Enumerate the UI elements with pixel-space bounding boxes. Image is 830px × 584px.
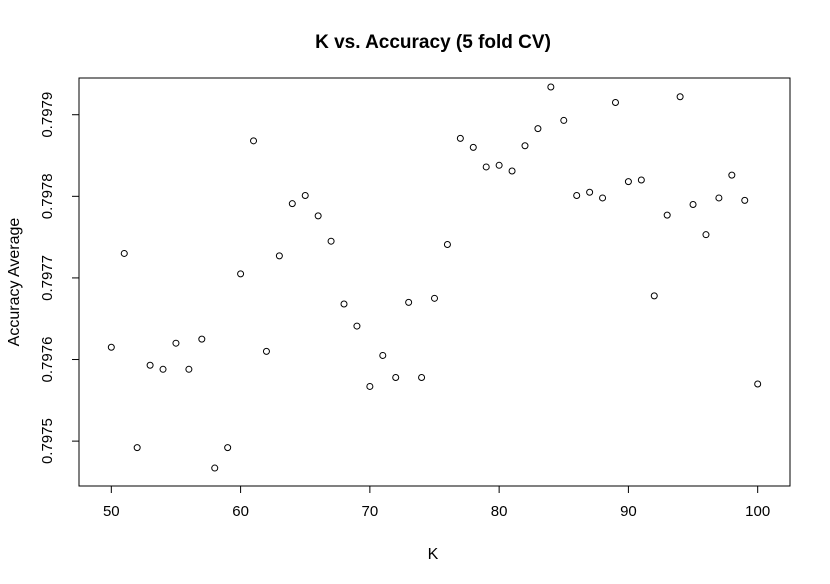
y-tick-label: 0.7976 [39, 337, 56, 383]
data-point [353, 322, 361, 330]
x-axis-label: K [428, 546, 439, 563]
data-point [443, 240, 451, 248]
data-point [237, 270, 245, 278]
data-point [508, 167, 516, 175]
data-point [340, 300, 348, 308]
data-point [224, 444, 232, 452]
y-tick-label: 0.7978 [39, 173, 56, 219]
data-point [637, 176, 645, 184]
y-tick-label: 0.7979 [39, 92, 56, 138]
data-point [728, 171, 736, 179]
x-tick-label: 90 [620, 503, 637, 520]
y-tick-label: 0.7975 [39, 418, 56, 464]
x-tick-label: 70 [362, 503, 379, 520]
x-tick-label: 50 [103, 503, 120, 520]
data-point [262, 347, 270, 355]
data-point [599, 194, 607, 202]
data-point [379, 351, 387, 359]
data-point [650, 292, 658, 300]
data-point [456, 134, 464, 142]
x-tick-label: 80 [491, 503, 508, 520]
data-point [754, 380, 762, 388]
data-point [301, 192, 309, 200]
data-point [250, 137, 258, 145]
data-point [611, 98, 619, 106]
data-point [624, 178, 632, 186]
data-points [107, 83, 762, 472]
data-point [211, 464, 219, 472]
data-point [172, 339, 180, 347]
x-axis: 50 60 70 80 90 100 [103, 486, 770, 520]
data-point [521, 142, 529, 150]
data-point [288, 200, 296, 208]
data-point [159, 365, 167, 373]
data-point [107, 343, 115, 351]
data-point [741, 196, 749, 204]
data-point [689, 200, 697, 208]
data-point [534, 125, 542, 133]
data-point [133, 444, 141, 452]
data-point [547, 83, 555, 91]
y-axis: 0.7975 0.7976 0.7977 0.7978 0.7979 [39, 92, 79, 464]
data-point [120, 249, 128, 257]
data-point [663, 211, 671, 219]
data-point [560, 116, 568, 124]
data-point [185, 365, 193, 373]
data-point [327, 237, 335, 245]
y-axis-label: Accuracy Average [6, 218, 23, 347]
x-tick-label: 100 [745, 503, 770, 520]
data-point [482, 163, 490, 171]
data-point [418, 373, 426, 381]
x-tick-label: 60 [232, 503, 249, 520]
data-point [586, 188, 594, 196]
data-point [275, 252, 283, 260]
data-point [198, 335, 206, 343]
data-point [314, 212, 322, 220]
data-point [702, 231, 710, 239]
data-point [431, 294, 438, 302]
data-point [469, 143, 477, 151]
data-point [405, 298, 413, 306]
data-point [392, 373, 400, 381]
data-point [495, 161, 503, 169]
chart-title: K vs. Accuracy (5 fold CV) [315, 32, 551, 53]
data-point [676, 93, 684, 101]
data-point [366, 382, 374, 390]
plot-frame [78, 77, 791, 487]
data-point [715, 194, 723, 202]
data-point [573, 192, 581, 200]
y-tick-label: 0.7977 [39, 255, 56, 301]
data-point [146, 361, 154, 369]
